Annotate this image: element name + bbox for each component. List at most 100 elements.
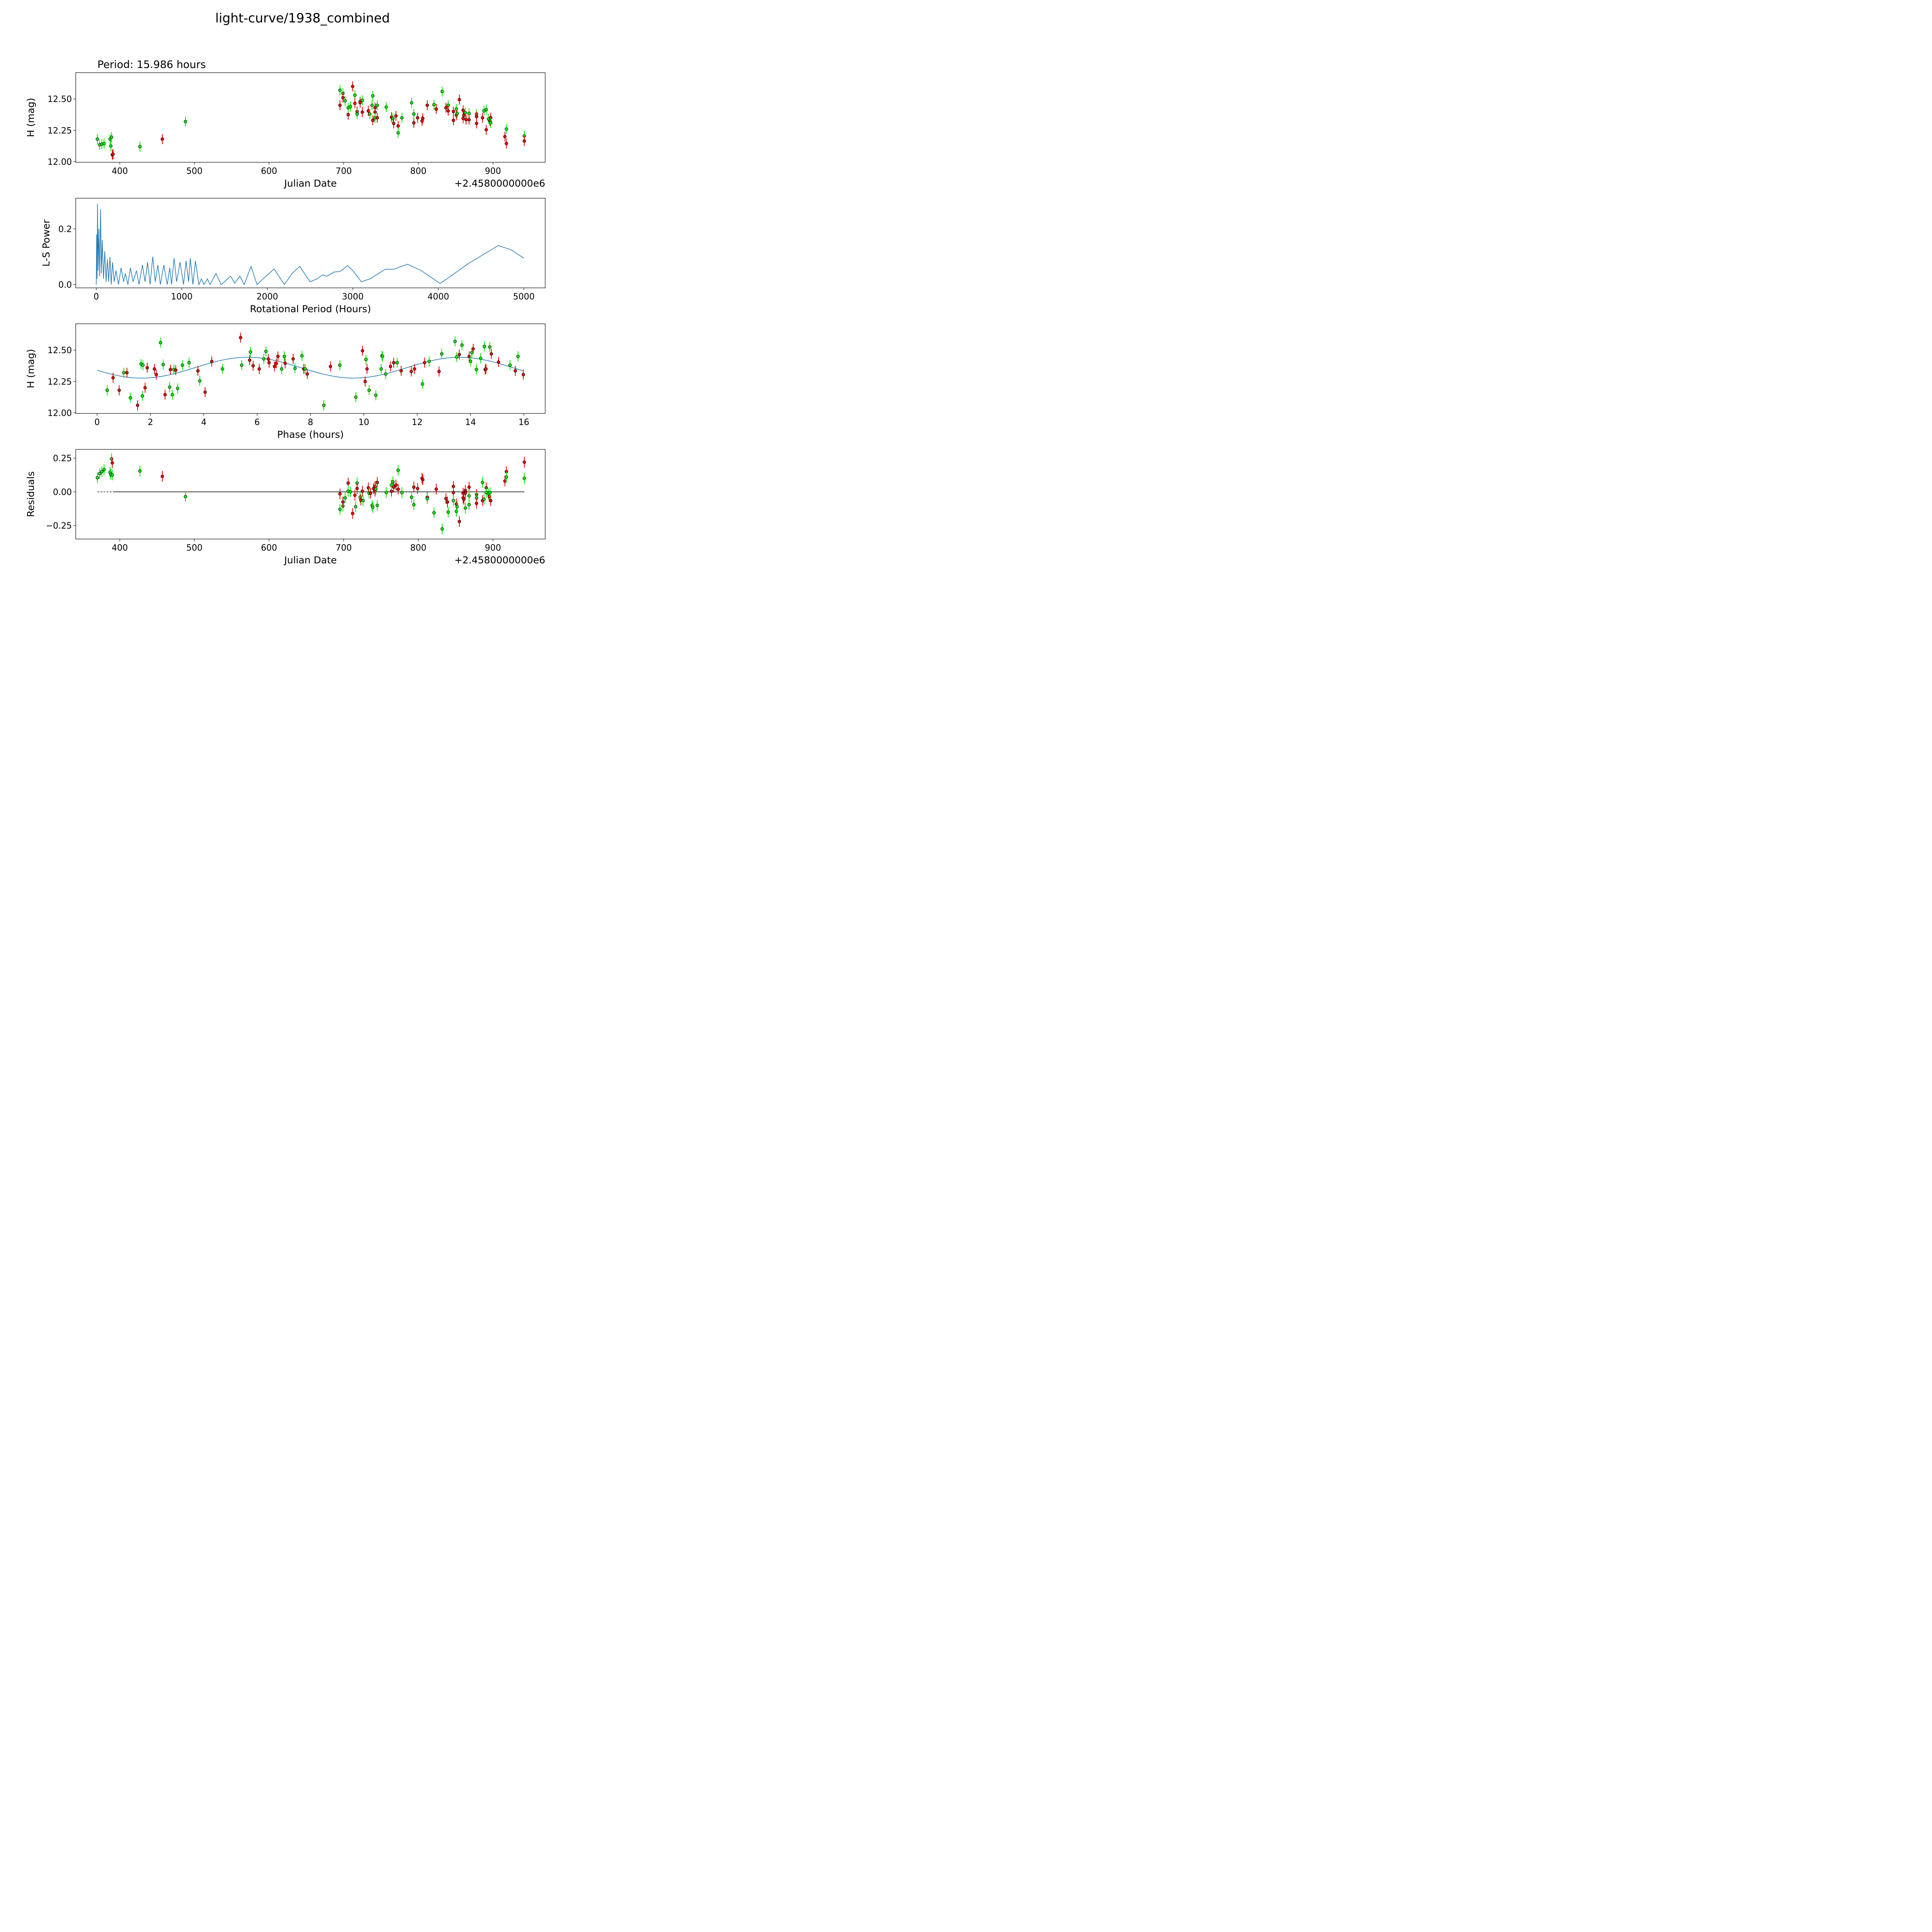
data-point-green xyxy=(184,120,187,123)
data-point-red xyxy=(276,355,280,358)
data-point-red xyxy=(462,497,466,501)
data-point-green xyxy=(412,503,416,507)
data-point-red xyxy=(351,85,354,88)
data-point-red xyxy=(396,487,400,491)
data-point-red xyxy=(522,139,526,143)
y-tick-label: 0.25 xyxy=(53,454,72,464)
x-tick-label: 400 xyxy=(112,167,128,176)
axes-frame xyxy=(75,449,546,539)
data-point-red xyxy=(467,485,471,489)
data-point-green xyxy=(508,363,512,367)
data-point-red xyxy=(423,361,427,364)
data-point-red xyxy=(416,486,419,490)
data-point-green xyxy=(129,396,132,400)
data-point-green xyxy=(264,350,268,353)
data-point-red xyxy=(514,369,517,372)
data-point-green xyxy=(322,403,326,407)
data-point-red xyxy=(490,352,493,356)
data-point-red xyxy=(328,365,332,368)
data-point-red xyxy=(394,114,398,118)
plot-area xyxy=(96,204,524,286)
data-point-green xyxy=(410,495,413,499)
data-point-green xyxy=(100,470,104,473)
x-tick-label: 700 xyxy=(335,167,352,176)
x-tick-label: 800 xyxy=(410,543,427,553)
data-point-red xyxy=(396,124,400,128)
data-point-red xyxy=(474,122,478,125)
axes-frame xyxy=(75,323,546,414)
plot-area xyxy=(97,332,525,410)
x-axis-label: Julian Date xyxy=(284,554,337,566)
phased-panel: 0 2 4 6 8 10 12 14 16 12.00 12.25 12.50 Phase (hours… xyxy=(25,323,546,440)
x-tick-label: 0 xyxy=(94,292,99,302)
data-point-green xyxy=(483,345,486,348)
data-point-green xyxy=(354,505,357,509)
data-point-red xyxy=(444,497,448,500)
y-tick-label: 12.00 xyxy=(48,408,72,418)
data-point-red xyxy=(248,358,252,362)
x-tick-label: 400 xyxy=(112,543,128,553)
data-point-green xyxy=(453,340,457,343)
data-point-green xyxy=(474,368,478,371)
data-point-green xyxy=(421,382,424,386)
data-point-green xyxy=(469,360,473,363)
data-point-red xyxy=(437,370,441,373)
data-point-red xyxy=(174,368,178,372)
data-point-green xyxy=(105,388,109,392)
data-point-red xyxy=(210,360,214,363)
data-point-green xyxy=(159,341,162,344)
data-point-green xyxy=(505,127,508,131)
x-tick-label: 3000 xyxy=(342,292,364,302)
data-point-green xyxy=(425,497,429,500)
data-point-red xyxy=(505,142,508,145)
data-point-red xyxy=(163,393,167,396)
x-tick-label: 800 xyxy=(410,167,427,176)
data-point-green xyxy=(300,354,304,358)
data-point-green xyxy=(168,385,172,389)
data-point-red xyxy=(416,116,419,120)
x-axis-label: Rotational Period (Hours) xyxy=(250,303,371,315)
x-tick-label: 12 xyxy=(412,418,423,427)
data-point-red xyxy=(153,367,156,371)
x-tick-label: 5000 xyxy=(513,292,535,302)
data-point-green xyxy=(489,121,493,125)
data-point-green xyxy=(240,363,243,367)
plot-area xyxy=(95,453,526,534)
data-point-red xyxy=(394,483,398,487)
data-point-red xyxy=(474,502,478,505)
data-point-green xyxy=(338,88,342,92)
data-point-red xyxy=(305,372,309,376)
data-point-green xyxy=(110,135,114,139)
data-point-red xyxy=(274,361,278,365)
data-point-red xyxy=(341,500,345,504)
data-point-green xyxy=(371,505,375,509)
data-point-green xyxy=(138,469,142,473)
x-tick-label: 16 xyxy=(519,418,529,427)
lightcurve-panel: 400 500 600 700 800 900 12.00 12.25 12.50 Julian … xyxy=(25,72,546,189)
data-point-red xyxy=(273,365,276,368)
data-point-green xyxy=(95,476,99,480)
data-point-red xyxy=(485,128,488,131)
data-point-green xyxy=(262,357,265,361)
data-point-green xyxy=(488,345,492,349)
data-point-green xyxy=(396,468,400,472)
data-point-green xyxy=(102,142,106,145)
data-point-green xyxy=(162,363,165,366)
x-tick-label: 500 xyxy=(186,543,202,553)
data-point-green xyxy=(455,505,459,509)
data-point-red xyxy=(452,119,455,122)
data-point-red xyxy=(446,500,449,504)
data-point-green xyxy=(95,137,99,141)
data-point-red xyxy=(489,499,493,502)
data-point-red xyxy=(522,460,526,464)
data-point-red xyxy=(203,390,207,394)
data-point-green xyxy=(505,475,508,479)
data-point-red xyxy=(446,109,450,113)
data-point-green xyxy=(303,367,307,371)
data-point-green xyxy=(452,499,455,502)
data-point-red xyxy=(497,360,500,364)
data-point-red xyxy=(111,152,115,156)
data-point-green xyxy=(370,104,374,107)
data-point-red xyxy=(457,353,461,356)
data-point-green xyxy=(180,363,184,367)
